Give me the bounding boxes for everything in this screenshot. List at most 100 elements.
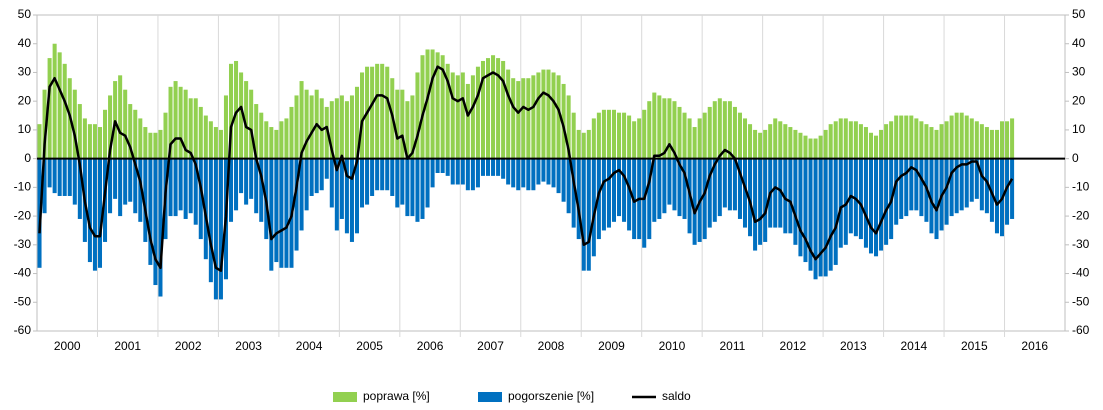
bar bbox=[208, 158, 213, 283]
bar bbox=[228, 158, 234, 222]
bar bbox=[581, 132, 586, 159]
bar bbox=[536, 72, 541, 159]
bar bbox=[863, 158, 868, 248]
bar bbox=[627, 115, 632, 159]
bar bbox=[642, 158, 647, 248]
bar bbox=[601, 158, 606, 231]
legend-label: poprawa [%] bbox=[363, 389, 430, 403]
bar bbox=[959, 112, 964, 159]
bar bbox=[611, 158, 617, 222]
bar bbox=[904, 115, 909, 159]
bar bbox=[974, 158, 979, 199]
bar bbox=[460, 72, 465, 159]
bar bbox=[591, 118, 596, 159]
bar bbox=[77, 158, 82, 219]
bar bbox=[712, 101, 717, 159]
bar bbox=[657, 95, 662, 159]
bar bbox=[309, 95, 314, 159]
bar bbox=[153, 158, 158, 286]
bar bbox=[793, 129, 798, 159]
bar bbox=[445, 63, 450, 159]
bar bbox=[591, 158, 596, 257]
bar bbox=[662, 158, 667, 214]
bar bbox=[737, 158, 742, 219]
bar bbox=[153, 132, 158, 159]
bar bbox=[47, 158, 52, 188]
x-tick-label: 2006 bbox=[417, 339, 444, 353]
bar bbox=[370, 158, 375, 196]
bar bbox=[667, 98, 672, 159]
bar bbox=[188, 98, 193, 159]
bar bbox=[329, 158, 334, 208]
y2-tick-label: -30 bbox=[1072, 237, 1090, 251]
y-tick-label: 40 bbox=[18, 36, 32, 50]
bar bbox=[87, 124, 92, 159]
bar bbox=[909, 158, 914, 211]
bar bbox=[72, 89, 77, 159]
bar bbox=[536, 158, 541, 185]
bar bbox=[919, 121, 924, 159]
bar bbox=[360, 158, 365, 208]
bar bbox=[269, 158, 274, 271]
bar bbox=[329, 101, 334, 159]
bar bbox=[647, 158, 652, 240]
bar bbox=[163, 112, 168, 159]
bar bbox=[294, 158, 299, 251]
y2-tick-label: -10 bbox=[1072, 180, 1090, 194]
bar bbox=[118, 158, 123, 217]
bar bbox=[702, 158, 707, 240]
bar bbox=[208, 121, 213, 159]
bar bbox=[586, 158, 591, 271]
bar bbox=[531, 75, 536, 159]
bar bbox=[279, 121, 284, 159]
bar bbox=[838, 118, 843, 159]
bar bbox=[939, 124, 944, 159]
bar bbox=[465, 83, 470, 159]
y-tick-label: -60 bbox=[14, 323, 32, 337]
bar bbox=[526, 78, 531, 159]
bar bbox=[884, 124, 889, 159]
bar bbox=[868, 132, 874, 159]
bar bbox=[672, 158, 677, 211]
bar bbox=[354, 158, 360, 234]
bar bbox=[929, 127, 934, 159]
bar bbox=[344, 158, 349, 234]
bar bbox=[485, 58, 491, 159]
bar bbox=[57, 52, 62, 159]
bar bbox=[92, 124, 97, 159]
bar bbox=[753, 158, 758, 251]
y2-tick-label: 20 bbox=[1072, 93, 1086, 107]
bar bbox=[113, 81, 118, 159]
bar bbox=[198, 106, 203, 159]
x-tick-label: 2008 bbox=[538, 339, 565, 353]
bar bbox=[909, 115, 914, 159]
bar bbox=[193, 98, 198, 159]
bar bbox=[440, 158, 445, 173]
bar bbox=[445, 158, 450, 176]
bar bbox=[773, 158, 778, 228]
y2-tick-label: 50 bbox=[1072, 7, 1086, 21]
bar bbox=[622, 112, 627, 159]
bar bbox=[722, 101, 727, 159]
bar bbox=[813, 158, 818, 280]
bar bbox=[727, 101, 732, 159]
bar bbox=[178, 86, 183, 159]
bar bbox=[385, 66, 390, 159]
bar bbox=[289, 106, 294, 159]
x-tick-label: 2009 bbox=[598, 339, 625, 353]
bar bbox=[480, 60, 485, 159]
bar bbox=[551, 72, 556, 159]
bar bbox=[687, 118, 692, 159]
bar bbox=[128, 104, 133, 159]
bar bbox=[652, 92, 657, 159]
bar bbox=[118, 75, 123, 159]
bar bbox=[254, 104, 259, 159]
bar bbox=[269, 127, 274, 159]
bar bbox=[123, 158, 128, 205]
bar bbox=[324, 158, 329, 179]
bar bbox=[858, 124, 863, 159]
x-tick-label: 2000 bbox=[54, 339, 81, 353]
bar bbox=[97, 158, 103, 268]
bar bbox=[138, 158, 143, 222]
bar bbox=[627, 158, 632, 231]
